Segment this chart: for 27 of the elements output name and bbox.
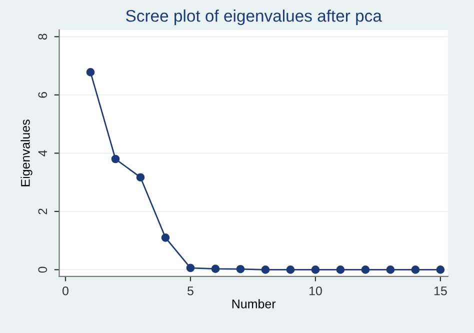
point bbox=[286, 266, 295, 274]
point bbox=[411, 266, 420, 274]
point bbox=[136, 173, 145, 182]
point bbox=[111, 154, 120, 164]
point bbox=[386, 266, 395, 274]
point bbox=[311, 266, 320, 274]
x-axis-title: Number bbox=[232, 299, 276, 308]
point bbox=[236, 264, 245, 274]
x-tick-label: 5 bbox=[188, 286, 194, 296]
point bbox=[436, 266, 445, 274]
y-tick-label: 6 bbox=[38, 92, 48, 98]
y-tick-label: 2 bbox=[38, 208, 47, 214]
point bbox=[161, 233, 170, 242]
point bbox=[86, 68, 95, 76]
x-tick-label: 15 bbox=[434, 286, 447, 296]
point bbox=[211, 264, 220, 273]
point bbox=[361, 266, 370, 274]
y-tick-label: 8 bbox=[38, 34, 48, 40]
x-tick-label: 10 bbox=[309, 286, 322, 296]
y-tick-label: 4 bbox=[38, 150, 47, 156]
y-axis-title: Eigenvalues bbox=[20, 120, 32, 186]
point bbox=[336, 266, 345, 274]
chart-title: Scree plot of eigenvalues after pca bbox=[126, 10, 382, 26]
point bbox=[261, 266, 270, 274]
point bbox=[186, 264, 195, 272]
y-tick-label: 0 bbox=[38, 266, 48, 273]
x-tick-label: 0 bbox=[62, 286, 68, 296]
